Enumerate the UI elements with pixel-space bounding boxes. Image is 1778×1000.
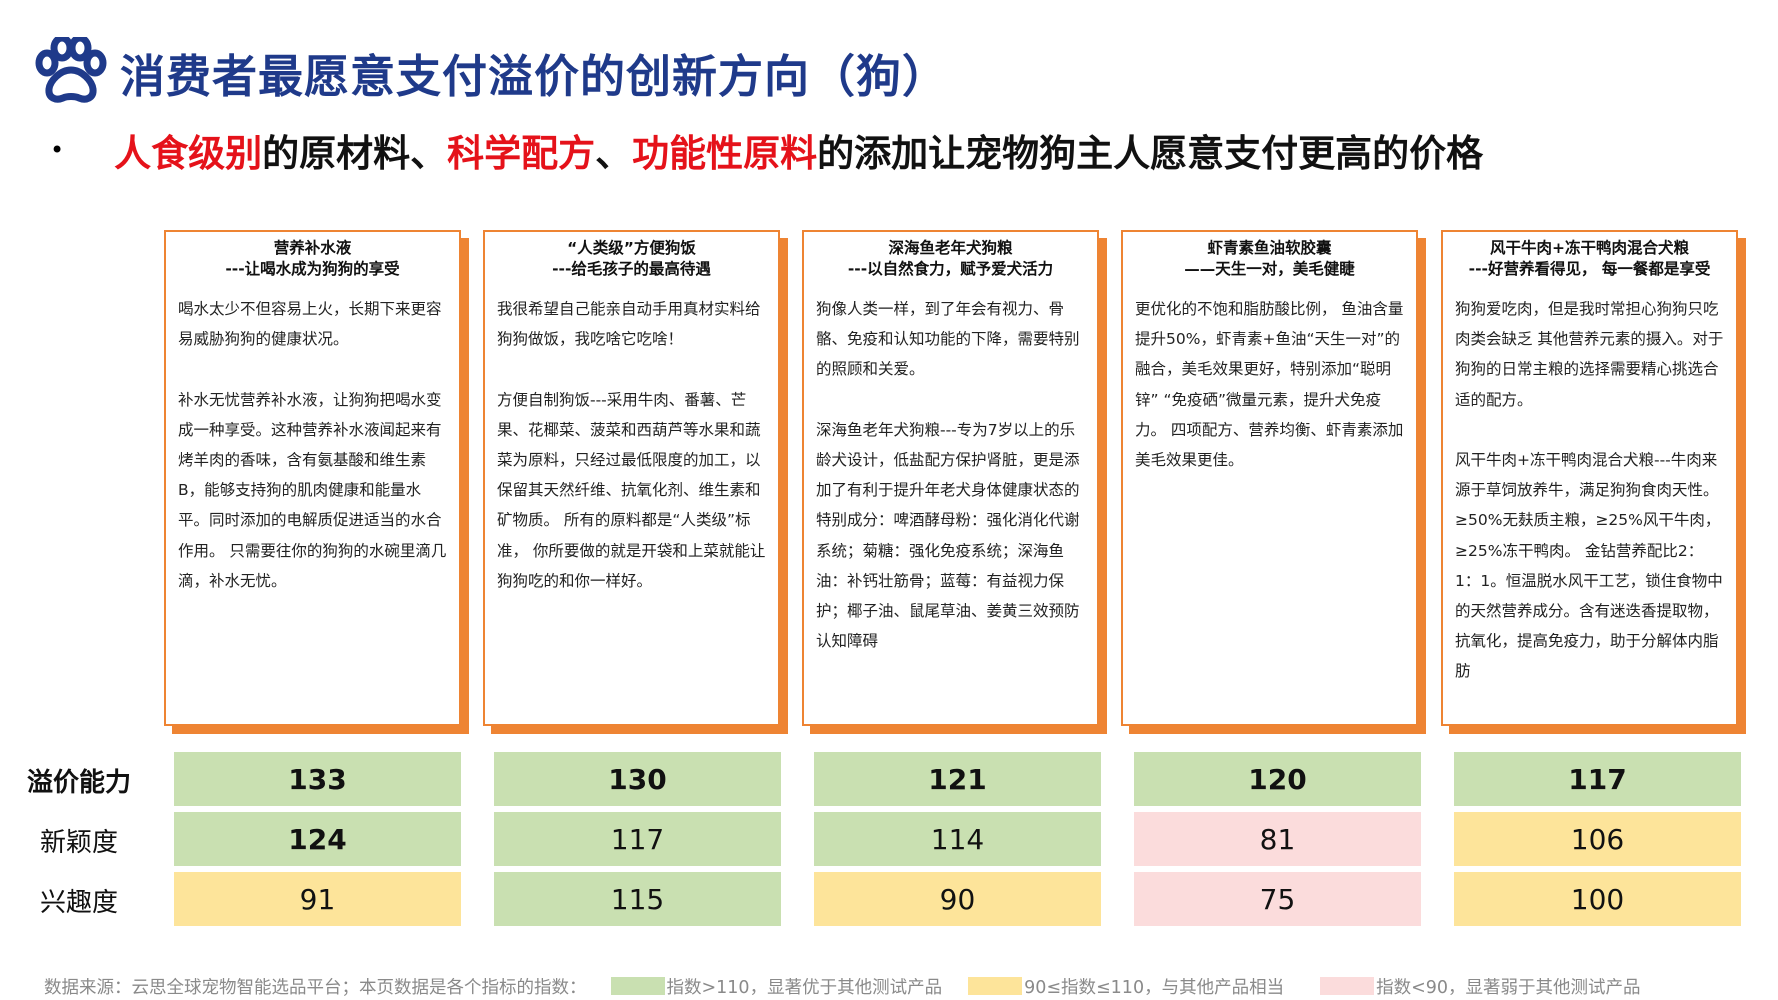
metric-cell: 121 — [814, 752, 1101, 806]
card-paragraph: 补水无忧营养补水液，让狗狗把喝水变成一种享受。这种营养补水液闻起来有烤羊肉的香味… — [178, 390, 447, 590]
subtitle-highlight-3: 功能性原料 — [632, 132, 818, 175]
card-paragraph: 喝水太少不但容易上火，长期下来更容易威胁狗狗的健康状况。 — [178, 300, 442, 349]
subtitle-text-3: 的添加让宠物狗主人愿意支付更高的价格 — [817, 132, 1484, 175]
card-paragraph: 方便自制狗饭---采用牛肉、番薯、芒果、花椰菜、菠菜和西葫芦等水果和蔬菜为原料，… — [497, 390, 766, 590]
subtitle-text-2: 、 — [595, 132, 633, 175]
card-body: 更优化的不饱和脂肪酸比例， 鱼油含量提升50%，虾青素+鱼油“天生一对”的融合，… — [1123, 280, 1416, 475]
metric-cell: 117 — [494, 812, 781, 866]
metric-cell: 91 — [174, 872, 461, 926]
card-paragraph: 深海鱼老年犬狗粮---专为7岁以上的乐龄犬设计，低盐配方保护肾脏，更是添加了有利… — [816, 420, 1080, 651]
metric-cell: 75 — [1134, 872, 1421, 926]
legend-label-high: 指数>110，显著优于其他测试产品 — [666, 977, 943, 998]
legend-label-low: 指数<90，显著弱于其他测试产品 — [1376, 977, 1641, 998]
card-paragraph: 更优化的不饱和脂肪酸比例， 鱼油含量提升50%，虾青素+鱼油“天生一对”的融合，… — [1135, 300, 1404, 470]
metric-cell: 106 — [1454, 812, 1741, 866]
metric-cell: 124 — [174, 812, 461, 866]
card-title: 营养补水液 — [273, 239, 352, 257]
card-body: 狗像人类一样，到了年会有视力、骨骼、免疫和认知功能的下降，需要特别的照顾和关爱。… — [804, 280, 1097, 656]
metric-cell: 115 — [494, 872, 781, 926]
card-body: 喝水太少不但容易上火，长期下来更容易威胁狗狗的健康状况。 补水无忧营养补水液，让… — [166, 280, 459, 596]
row-label-interest: 兴趣度 — [39, 888, 118, 918]
card-tagline: ---让喝水成为狗狗的享受 — [225, 260, 400, 278]
title-row: 消费者最愿意支付溢价的创新方向（狗） — [34, 32, 948, 112]
card-title: 虾青素鱼油软胶囊 — [1207, 239, 1332, 257]
subtitle: 人食级别的原材料、科学配方、功能性原料的添加让宠物狗主人愿意支付更高的价格 — [114, 123, 1483, 177]
metric-cell: 130 — [494, 752, 781, 806]
data-source-note: 数据来源：云思全球宠物智能选品平台；本页数据是各个指标的指数： — [44, 977, 587, 998]
card-title: 风干牛肉+冻干鸭肉混合犬粮 — [1490, 239, 1689, 257]
page-title: 消费者最愿意支付溢价的创新方向（狗） — [120, 49, 949, 103]
card-paragraph: 我很希望自己能亲自动手用真材实料给狗狗做饭，我吃啥它吃啥！ — [497, 300, 761, 349]
metric-cell: 117 — [1454, 752, 1741, 806]
card-body: 我很希望自己能亲自动手用真材实料给狗狗做饭，我吃啥它吃啥！ 方便自制狗饭---采… — [485, 280, 778, 596]
card-header: 虾青素鱼油软胶囊 ——天生一对，美毛健睫 — [1123, 232, 1416, 280]
product-card-senior-dog-food: 深海鱼老年犬狗粮 ---以自然食力，赋予爱犬活力 狗像人类一样，到了年会有视力、… — [802, 230, 1099, 726]
row-label-novelty: 新颖度 — [39, 828, 118, 858]
card-tagline: ---以自然食力，赋予爱犬活力 — [847, 260, 1054, 278]
subtitle-text-1: 的原材料、 — [262, 132, 448, 175]
card-tagline: ---给毛孩子的最高待遇 — [552, 260, 711, 278]
legend-swatch-mid — [968, 977, 1023, 995]
bullet-marker: • — [50, 136, 65, 164]
card-tagline: ——天生一对，美毛健睫 — [1184, 260, 1355, 278]
footer: 数据来源：云思全球宠物智能选品平台；本页数据是各个指标的指数： 指数>110，显… — [44, 975, 1641, 998]
metric-cell: 133 — [174, 752, 461, 806]
card-body: 狗狗爱吃肉，但是我时常担心狗狗只吃肉类会缺乏 其他营养元素的摄入。对于狗狗的日常… — [1443, 280, 1736, 687]
card-paragraph: 风干牛肉+冻干鸭肉混合犬粮---牛肉来源于草饲放养牛，满足狗狗食肉天性。≥50%… — [1455, 451, 1723, 681]
product-card-hydration: 营养补水液 ---让喝水成为狗狗的享受 喝水太少不但容易上火，长期下来更容易威胁… — [164, 230, 461, 726]
product-card-fish-oil-capsule: 虾青素鱼油软胶囊 ——天生一对，美毛健睫 更优化的不饱和脂肪酸比例， 鱼油含量提… — [1121, 230, 1418, 726]
card-paragraph: 狗像人类一样，到了年会有视力、骨骼、免疫和认知功能的下降，需要特别的照顾和关爱。 — [816, 300, 1080, 379]
card-title: 深海鱼老年犬狗粮 — [888, 239, 1013, 257]
product-card-human-grade-meal: “人类级”方便狗饭 ---给毛孩子的最高待遇 我很希望自己能亲自动手用真材实料给… — [483, 230, 780, 726]
legend-label-mid: 90≤指数≤110，与其他产品相当 — [1024, 977, 1285, 998]
row-label-premium: 溢价能力 — [26, 768, 131, 798]
metric-cell: 100 — [1454, 872, 1741, 926]
metric-cell: 90 — [814, 872, 1101, 926]
card-tagline: ---好营养看得见， 每一餐都是享受 — [1468, 260, 1711, 278]
card-paragraph: 狗狗爱吃肉，但是我时常担心狗狗只吃肉类会缺乏 其他营养元素的摄入。对于狗狗的日常… — [1455, 300, 1724, 409]
metric-cell: 114 — [814, 812, 1101, 866]
legend-swatch-high — [610, 977, 665, 995]
card-header: 风干牛肉+冻干鸭肉混合犬粮 ---好营养看得见， 每一餐都是享受 — [1443, 232, 1736, 280]
card-header: 深海鱼老年犬狗粮 ---以自然食力，赋予爱犬活力 — [804, 232, 1097, 280]
metric-cell: 81 — [1134, 812, 1421, 866]
card-title: “人类级”方便狗饭 — [567, 239, 696, 257]
metric-cell: 120 — [1134, 752, 1421, 806]
product-card-mixed-dog-food: 风干牛肉+冻干鸭肉混合犬粮 ---好营养看得见， 每一餐都是享受 狗狗爱吃肉，但… — [1441, 230, 1738, 726]
card-header: “人类级”方便狗饭 ---给毛孩子的最高待遇 — [485, 232, 778, 280]
paw-icon — [35, 37, 107, 103]
legend-swatch-low — [1320, 977, 1375, 995]
subtitle-highlight-1: 人食级别 — [114, 132, 263, 175]
subtitle-highlight-2: 科学配方 — [447, 132, 596, 175]
card-header: 营养补水液 ---让喝水成为狗狗的享受 — [166, 232, 459, 280]
subtitle-row: • 人食级别的原材料、科学配方、功能性原料的添加让宠物狗主人愿意支付更高的价格 — [50, 124, 1483, 176]
